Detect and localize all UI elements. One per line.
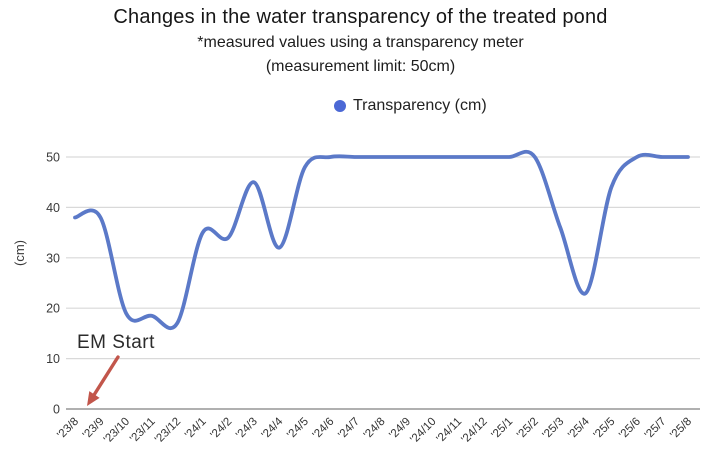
- svg-text:'24/10: '24/10: [408, 416, 438, 446]
- svg-text:'25/8: '25/8: [668, 416, 694, 442]
- svg-text:40: 40: [46, 201, 60, 215]
- legend: Transparency (cm): [334, 97, 487, 115]
- svg-text:'24/12: '24/12: [459, 416, 489, 446]
- svg-text:'24/6: '24/6: [311, 416, 337, 442]
- svg-text:'24/5: '24/5: [285, 416, 311, 442]
- svg-text:10: 10: [46, 352, 60, 366]
- svg-text:0: 0: [53, 403, 60, 417]
- svg-text:'25/2: '25/2: [515, 416, 541, 442]
- svg-text:'25/7: '25/7: [643, 416, 669, 442]
- em-start-arrow-icon: [87, 355, 120, 406]
- svg-text:'23/12: '23/12: [153, 416, 183, 446]
- svg-text:'24/7: '24/7: [336, 416, 362, 442]
- svg-text:'25/1: '25/1: [489, 416, 515, 442]
- svg-text:'24/8: '24/8: [362, 416, 388, 442]
- svg-text:'24/2: '24/2: [209, 416, 235, 442]
- gridlines: [66, 156, 700, 410]
- chart-measurement-note: (measurement limit: 50cm): [265, 58, 456, 75]
- svg-text:'25/4: '25/4: [566, 415, 592, 441]
- svg-text:'25/3: '25/3: [541, 416, 567, 442]
- legend-series-label: Transparency (cm): [353, 97, 487, 114]
- svg-text:'23/10: '23/10: [102, 416, 132, 446]
- svg-text:30: 30: [46, 251, 60, 265]
- legend-series-dot-icon: [334, 100, 346, 112]
- chart-subtitle: *measured values using a transparency me…: [197, 34, 524, 51]
- svg-text:'25/6: '25/6: [617, 416, 643, 442]
- annotation-em-start-label: EM Start: [77, 332, 155, 353]
- y-axis-title: (cm): [12, 240, 27, 266]
- x-axis-labels: '23/8'23/9'23/10'23/11'23/12'24/1'24/2'2…: [55, 415, 694, 446]
- svg-text:'25/5: '25/5: [592, 416, 618, 442]
- series-line-transparency: [73, 149, 690, 331]
- svg-text:'24/3: '24/3: [234, 416, 260, 442]
- y-axis-labels: 0 10 20 30 40 50: [46, 151, 60, 417]
- svg-text:'23/8: '23/8: [55, 416, 81, 442]
- svg-text:'24/11: '24/11: [434, 416, 464, 446]
- chart-title: Changes in the water transparency of the…: [113, 6, 608, 28]
- svg-text:'23/11: '23/11: [128, 416, 158, 446]
- svg-text:'24/4: '24/4: [260, 415, 286, 441]
- svg-text:20: 20: [46, 302, 60, 316]
- svg-text:'24/1: '24/1: [183, 416, 209, 442]
- svg-text:50: 50: [46, 151, 60, 165]
